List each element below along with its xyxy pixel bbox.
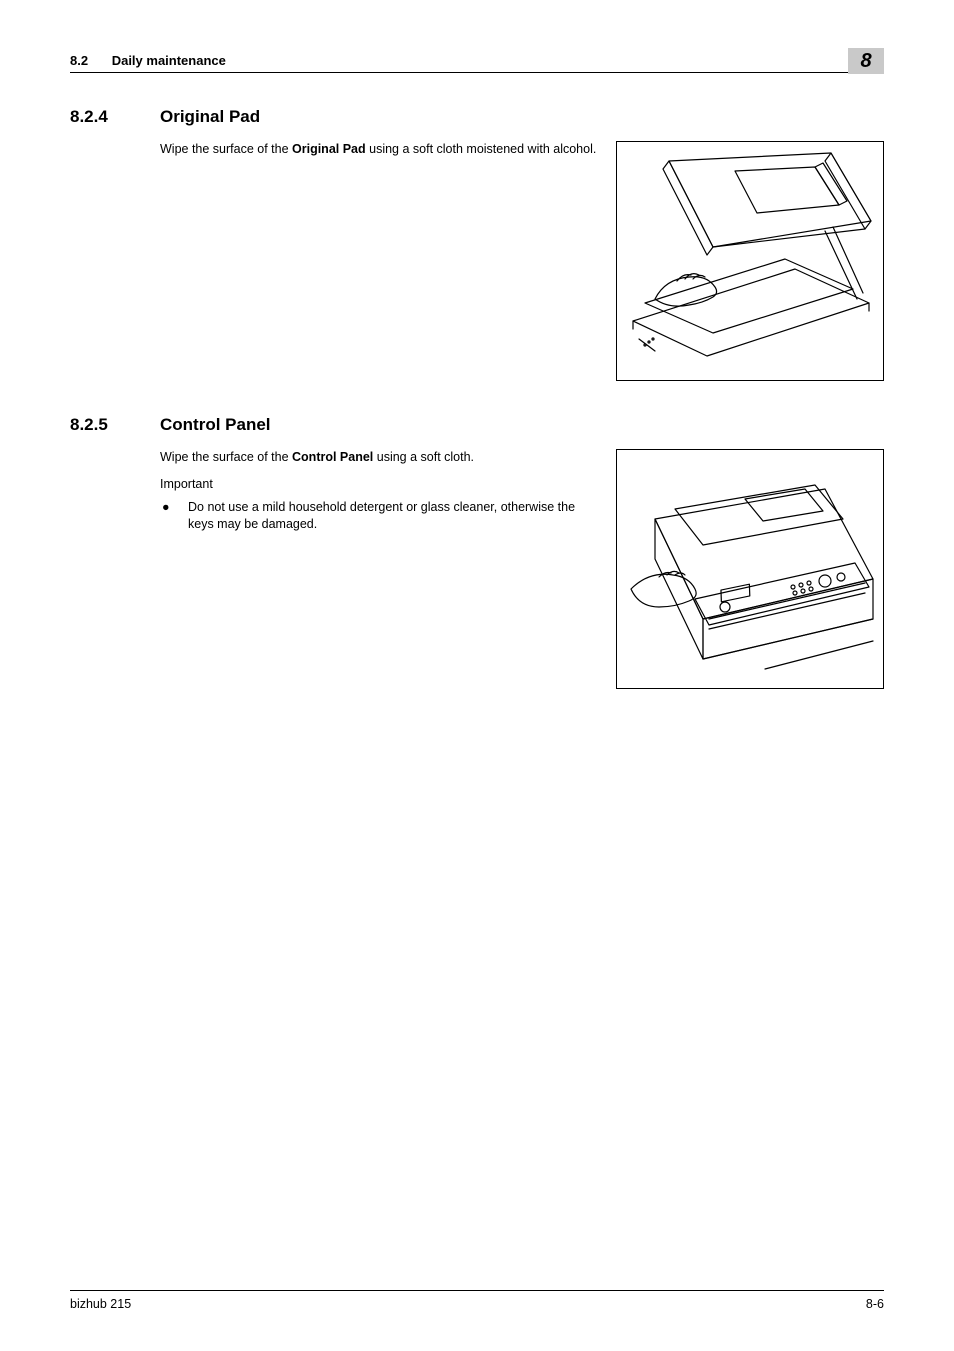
original-pad-illustration-icon [625,151,875,371]
important-list: ● Do not use a mild household detergent … [160,499,600,533]
list-item-text: Do not use a mild household detergent or… [188,499,600,533]
page-header: 8.2 Daily maintenance 8 [70,42,884,73]
page: 8.2 Daily maintenance 8 8.2.4 Original P… [0,0,954,1351]
chapter-number-box: 8 [848,48,884,74]
page-footer: bizhub 215 8-6 [70,1290,884,1311]
list-item: ● Do not use a mild household detergent … [160,499,600,533]
footer-page-number: 8-6 [866,1297,884,1311]
section-heading: 8.2.5 Control Panel [70,415,884,435]
important-label: Important [160,476,600,493]
section-body: Wipe the surface of the Original Pad usi… [70,141,884,381]
header-left: 8.2 Daily maintenance [70,53,840,68]
section-body: Wipe the surface of the Control Panel us… [70,449,884,689]
footer-model: bizhub 215 [70,1297,131,1311]
section-number: 8.2.5 [70,415,160,435]
figure-original-pad [616,141,884,381]
section-8-2-4: 8.2.4 Original Pad Wipe the surface of t… [70,107,884,381]
section-number: 8.2.4 [70,107,160,127]
section-8-2-5: 8.2.5 Control Panel Wipe the surface of … [70,415,884,689]
section-intro: Wipe the surface of the Original Pad usi… [160,141,600,158]
section-title: Control Panel [160,415,271,435]
section-intro: Wipe the surface of the Control Panel us… [160,449,600,466]
section-heading: 8.2.4 Original Pad [70,107,884,127]
section-text: Wipe the surface of the Control Panel us… [70,449,616,537]
figure-control-panel [616,449,884,689]
header-section-title: Daily maintenance [112,53,226,68]
control-panel-illustration-icon [625,459,875,679]
bullet-icon: ● [160,499,188,533]
section-title: Original Pad [160,107,260,127]
header-section-number: 8.2 [70,53,88,68]
section-text: Wipe the surface of the Original Pad usi… [70,141,616,168]
